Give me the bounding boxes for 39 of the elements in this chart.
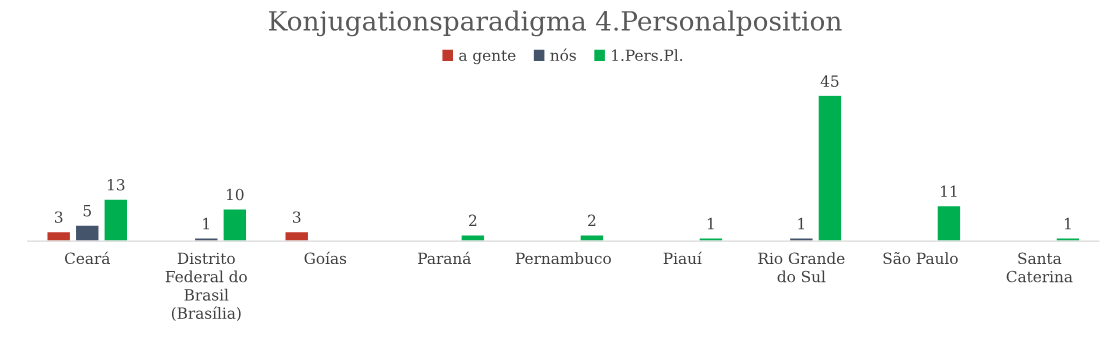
data-label: 10 (226, 188, 244, 201)
x-tick-label: Santa Caterina (1006, 252, 1073, 283)
x-tick-label: São Paulo (883, 252, 958, 265)
legend-label: 1.Pers.Pl. (612, 49, 683, 62)
data-label: 1 (1064, 217, 1071, 230)
data-label: 5 (83, 205, 91, 217)
data-label: 2 (469, 214, 477, 226)
data-label: 2 (588, 214, 596, 226)
data-label: 3 (293, 211, 301, 223)
bar (698, 237, 724, 242)
bar (74, 224, 100, 242)
bar (579, 233, 605, 242)
data-label: 3 (55, 211, 63, 223)
x-tick-label: Pernambuco (515, 252, 611, 265)
x-tick-label: Ceará (64, 251, 110, 265)
bar (193, 237, 219, 242)
legend-label: a gente (459, 50, 516, 65)
x-tick-label: Distrito Federal do Brasil (Brasília) (165, 252, 247, 322)
data-label: 1 (203, 217, 209, 230)
x-tick-label: Paraná (418, 251, 471, 265)
x-tick-label: Rio Grande do Sul (758, 252, 845, 283)
bar (788, 237, 814, 242)
bar (46, 230, 72, 242)
data-label: 13 (107, 178, 125, 191)
data-label: 11 (941, 185, 957, 197)
bar (817, 95, 843, 242)
x-tick-label: Piauí (663, 251, 702, 265)
bar (103, 198, 129, 242)
bar (1055, 237, 1081, 242)
bar (460, 233, 486, 242)
legend-label: nós (550, 48, 576, 62)
bar (284, 230, 310, 242)
data-label: 45 (820, 75, 839, 87)
data-label: 1 (707, 217, 714, 230)
data-label: 1 (798, 217, 805, 230)
chart-title: Konjugationsparadigma 4.Personalposition (269, 10, 842, 37)
x-tick-label: Goías (304, 251, 347, 265)
bar (222, 208, 248, 242)
bar (936, 204, 962, 242)
